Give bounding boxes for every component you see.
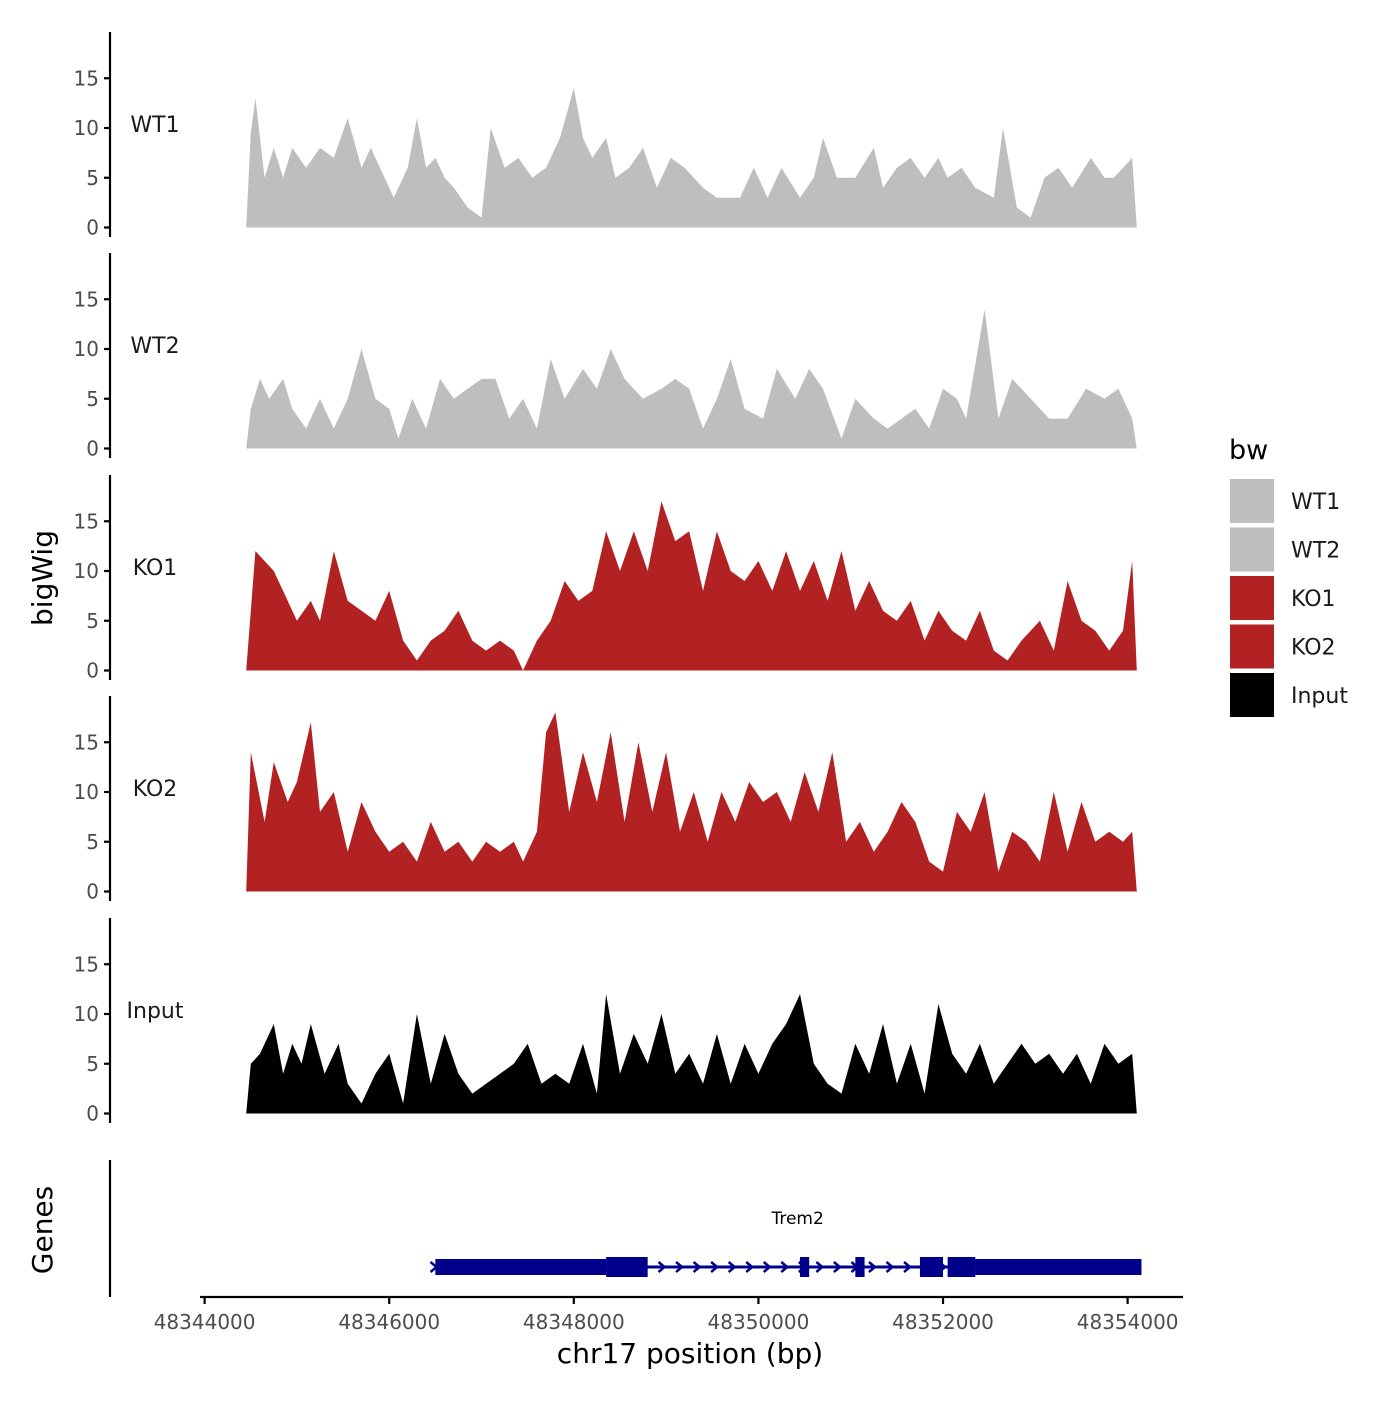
y-tick-label: 0 xyxy=(86,880,99,904)
y-tick-label: 15 xyxy=(74,287,99,311)
x-axis-title: chr17 position (bp) xyxy=(557,1337,823,1370)
gene-panel-title: Genes xyxy=(26,1186,59,1274)
signal-area-wt2 xyxy=(246,309,1137,449)
gene-exon xyxy=(947,1257,976,1277)
y-tick-label: 0 xyxy=(86,437,99,461)
y-tick-label: 10 xyxy=(74,780,99,804)
strand-arrow xyxy=(657,1261,667,1273)
strand-arrow xyxy=(675,1261,684,1273)
gene-exon xyxy=(799,1257,810,1277)
legend-key-wt1 xyxy=(1230,479,1274,523)
strand-arrow xyxy=(815,1261,825,1273)
y-tick-label: 0 xyxy=(86,659,99,683)
strand-arrow xyxy=(762,1261,772,1273)
x-tick-label: 48348000 xyxy=(523,1310,625,1334)
strand-arrow xyxy=(885,1261,895,1273)
legend: bw WT1 WT2 KO1 KO2 Input xyxy=(1229,435,1348,717)
x-tick-label: 48350000 xyxy=(708,1310,810,1334)
y-tick-label: 10 xyxy=(74,559,99,583)
y-tick-label: 5 xyxy=(86,387,99,411)
x-tick-label: 48346000 xyxy=(338,1310,440,1334)
x-tick-label: 48352000 xyxy=(892,1310,994,1334)
x-axis: 48344000 48346000 48348000 48350000 48352000… xyxy=(154,1295,1183,1334)
legend-title: bw xyxy=(1229,435,1268,466)
legend-key-ko2 xyxy=(1230,624,1274,669)
y-tick-label: 5 xyxy=(86,1052,99,1076)
y-tick-label: 5 xyxy=(86,609,99,633)
strand-arrow xyxy=(868,1261,877,1273)
y-tick-label: 15 xyxy=(74,66,99,90)
gene-exon xyxy=(855,1257,865,1277)
x-tick-label: 48344000 xyxy=(154,1310,256,1334)
legend-key-input xyxy=(1230,673,1274,717)
y-axis-title: bigWig xyxy=(26,530,59,626)
y-tick-label: 15 xyxy=(74,509,99,533)
y-tick-label: 5 xyxy=(86,166,99,190)
legend-key-ko1 xyxy=(1230,576,1274,620)
signal-area-ko2 xyxy=(246,712,1137,892)
gene-name-label: Trem2 xyxy=(770,1209,823,1229)
track-label: KO2 xyxy=(133,777,178,802)
signal-area-wt1 xyxy=(246,88,1137,228)
y-tick-label: 5 xyxy=(86,830,99,854)
track-label: KO1 xyxy=(133,556,178,581)
gene-exon xyxy=(919,1257,944,1277)
y-tick-label: 15 xyxy=(74,730,99,754)
signal-area-input xyxy=(246,994,1137,1114)
track-label: Input xyxy=(127,999,184,1024)
track-wt2: 0 5 10 15 WT2 xyxy=(74,253,1137,461)
y-tick-label: 0 xyxy=(86,1102,99,1126)
track-ko1: 0 5 10 15 KO1 xyxy=(74,475,1137,683)
track-label: WT2 xyxy=(130,334,179,359)
legend-label-input: Input xyxy=(1291,684,1348,709)
tracks-layer: 0 5 10 15 WT1 0 5 10 15 WT2 0 5 10 15 KO1 0 5 10 15 KO2 0 5 10… xyxy=(74,32,1137,1126)
legend-label-ko1: KO1 xyxy=(1291,587,1336,612)
gene-exon xyxy=(606,1257,648,1277)
legend-label-wt2: WT2 xyxy=(1291,539,1340,564)
signal-area-ko1 xyxy=(246,501,1137,671)
x-tick-label: 48354000 xyxy=(1077,1310,1179,1334)
y-tick-label: 10 xyxy=(74,116,99,140)
strand-arrow xyxy=(903,1261,912,1273)
y-tick-label: 10 xyxy=(74,337,99,361)
gene-track: Trem2 xyxy=(108,1160,1142,1297)
strand-arrow xyxy=(710,1261,720,1273)
y-tick-label: 0 xyxy=(86,216,99,240)
strand-arrow xyxy=(727,1261,737,1273)
track-label: WT1 xyxy=(130,113,179,138)
strand-arrow xyxy=(780,1261,790,1273)
track-input: 0 5 10 15 Input xyxy=(74,918,1137,1126)
strand-arrow xyxy=(833,1261,842,1273)
y-tick-label: 10 xyxy=(74,1002,99,1026)
gene-exon xyxy=(975,1259,1142,1275)
legend-label-ko2: KO2 xyxy=(1291,636,1336,661)
strand-arrow xyxy=(692,1261,702,1273)
track-wt1: 0 5 10 15 WT1 xyxy=(74,32,1137,240)
y-tick-label: 15 xyxy=(74,952,99,976)
legend-label-wt1: WT1 xyxy=(1291,490,1340,515)
gene-exon xyxy=(435,1259,607,1275)
strand-arrow xyxy=(745,1261,755,1273)
track-ko2: 0 5 10 15 KO2 xyxy=(74,696,1137,904)
legend-key-wt2 xyxy=(1230,527,1274,572)
